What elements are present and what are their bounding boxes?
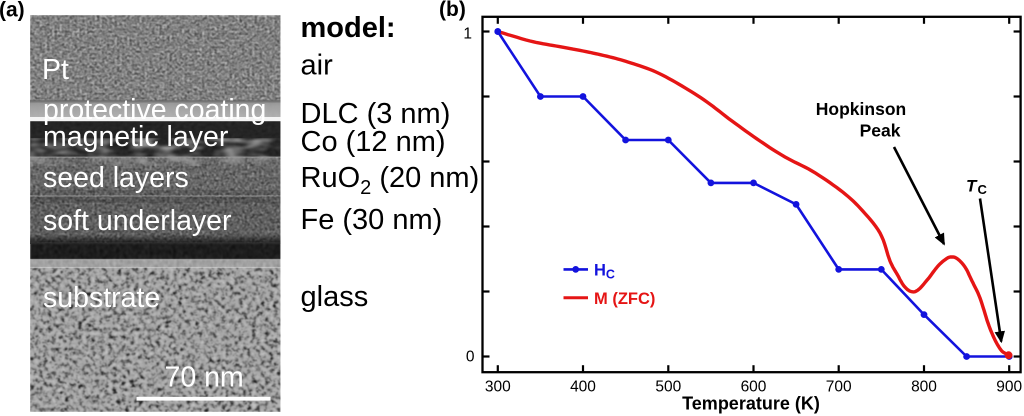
- svg-text:DLC (3 nm): DLC (3 nm): [301, 98, 451, 130]
- svg-text:C: C: [978, 182, 988, 197]
- svg-text:(b): (b): [439, 0, 466, 21]
- svg-text:M (ZFC): M (ZFC): [594, 290, 655, 308]
- svg-text:Pt: Pt: [42, 54, 69, 86]
- svg-text:soft underlayer: soft underlayer: [43, 205, 232, 237]
- svg-text:400: 400: [570, 379, 596, 396]
- svg-text:700: 700: [826, 379, 852, 396]
- svg-text:protective coating: protective coating: [43, 94, 266, 126]
- svg-text:Co (12 nm): Co (12 nm): [301, 126, 446, 158]
- svg-text:500: 500: [655, 379, 681, 396]
- svg-text:Fe (30 nm): Fe (30 nm): [301, 204, 443, 236]
- svg-text:HC: HC: [594, 262, 615, 282]
- svg-text:800: 800: [911, 379, 937, 396]
- svg-text:seed layers: seed layers: [43, 162, 189, 194]
- svg-text:Hopkinson: Hopkinson: [816, 99, 906, 119]
- svg-text:RuO2 (20 nm): RuO2 (20 nm): [301, 162, 480, 199]
- svg-text:0: 0: [466, 349, 475, 366]
- svg-text:substrate: substrate: [43, 282, 160, 314]
- svg-text:glass: glass: [301, 281, 369, 313]
- svg-text:air: air: [301, 50, 334, 82]
- svg-text:900: 900: [996, 379, 1022, 396]
- svg-text:600: 600: [741, 379, 767, 396]
- svg-text:300: 300: [485, 379, 511, 396]
- svg-text:model:: model:: [301, 12, 396, 44]
- svg-text:1: 1: [463, 26, 472, 43]
- svg-text:Peak: Peak: [860, 121, 901, 141]
- svg-text:Temperature (K): Temperature (K): [682, 394, 820, 414]
- svg-text:magnetic layer: magnetic layer: [43, 121, 229, 153]
- svg-text:T: T: [966, 177, 978, 196]
- svg-text:(a): (a): [0, 0, 25, 22]
- svg-text:70 nm: 70 nm: [165, 362, 244, 394]
